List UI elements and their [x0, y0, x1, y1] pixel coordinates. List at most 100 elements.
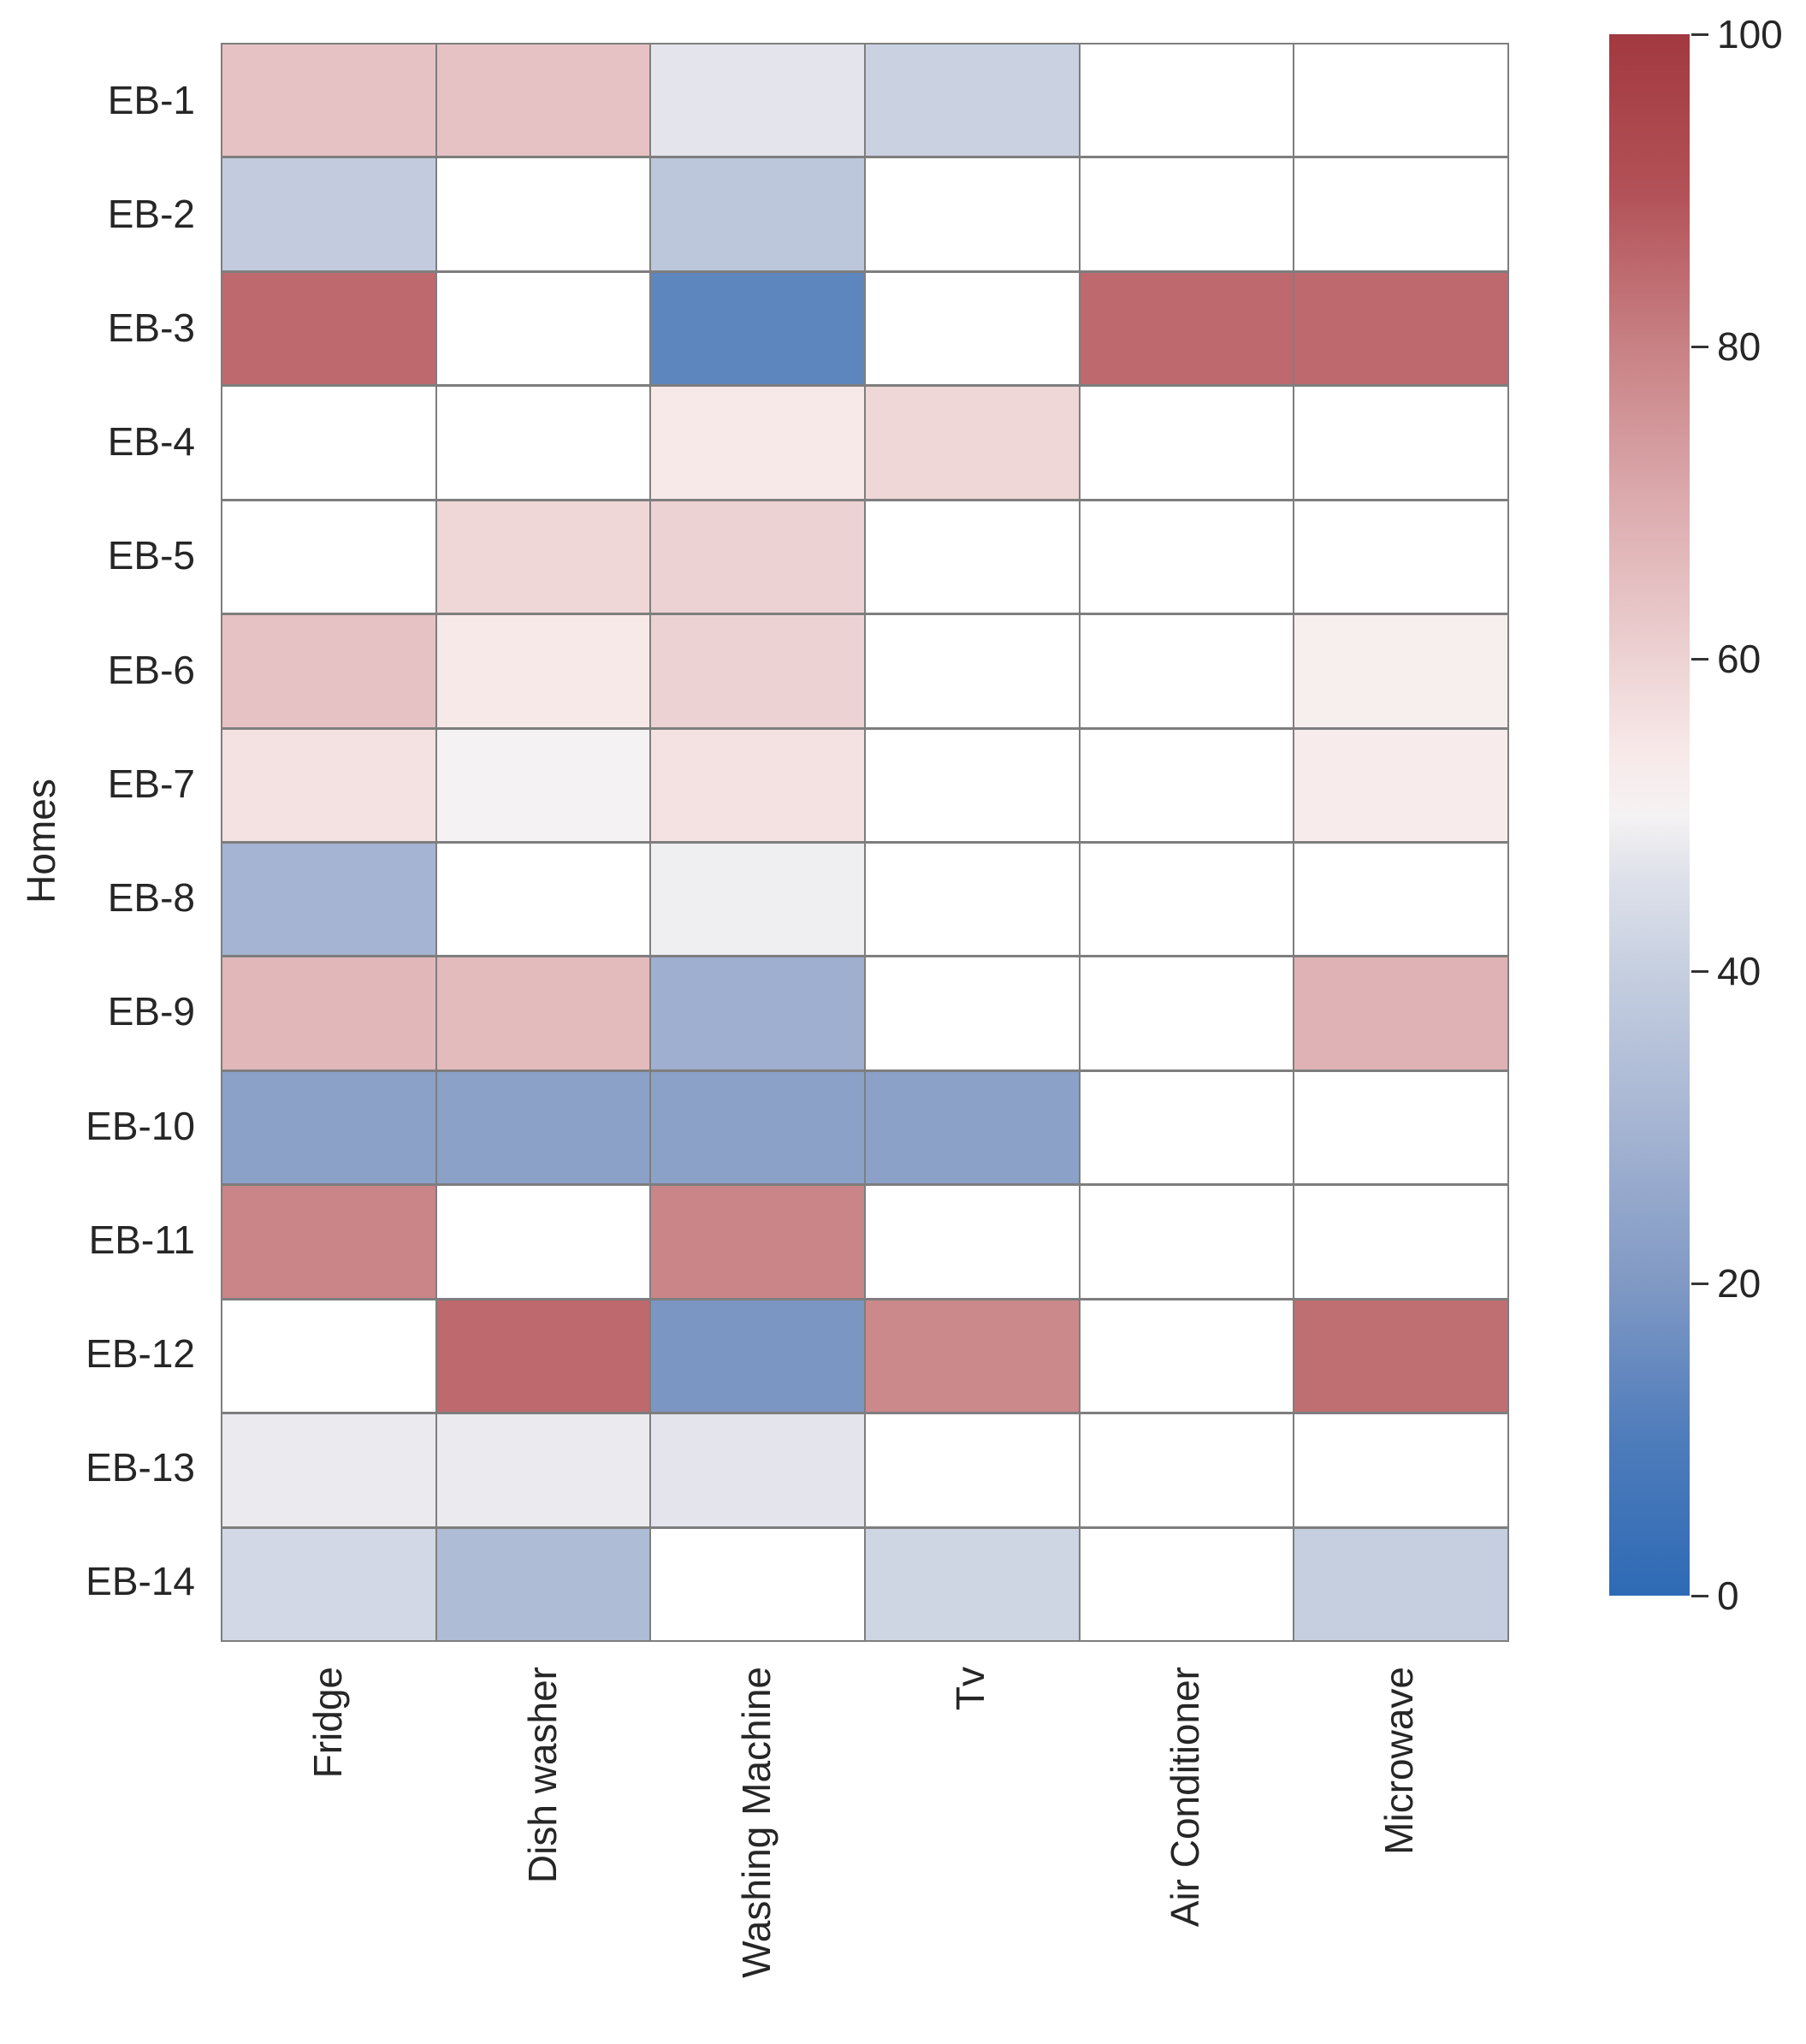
colorbar-tick-label: 0 [1717, 1573, 1739, 1618]
heatmap-cell [651, 1528, 864, 1640]
y-tick-label: EB-3 [107, 305, 195, 351]
heatmap-cell [436, 1300, 650, 1413]
heatmap-cell [222, 615, 435, 727]
heatmap-cell [651, 1414, 864, 1526]
colorbar-tick-mark [1691, 1594, 1708, 1597]
heatmap-cell [1080, 272, 1294, 385]
y-tick-label: EB-10 [86, 1103, 195, 1148]
heatmap-cell [436, 844, 650, 956]
heatmap-cell [222, 844, 435, 956]
y-tick-label: EB-13 [86, 1445, 195, 1490]
heatmap-cell [222, 1300, 435, 1413]
heatmap-cell [1080, 957, 1294, 1069]
heatmap-cell [436, 501, 650, 613]
heatmap-cell [1080, 501, 1294, 613]
heatmap-cell [436, 729, 650, 841]
y-tick-label: EB-11 [88, 1217, 195, 1262]
colorbar-tick-mark [1691, 345, 1708, 348]
heatmap-cell [866, 1414, 1079, 1526]
x-tick-label: Washing Machine [733, 1667, 779, 1978]
heatmap-cell [222, 501, 435, 613]
heatmap-cell [222, 1528, 435, 1640]
heatmap-cell [1294, 615, 1507, 727]
heatmap-cell [866, 957, 1079, 1069]
heatmap-cell [222, 44, 435, 157]
y-tick-label: EB-2 [107, 191, 195, 236]
heatmap-cell [1080, 1186, 1294, 1298]
heatmap-cell [866, 729, 1079, 841]
heatmap-cell [1294, 158, 1507, 270]
heatmap-cell [866, 272, 1079, 385]
heatmap-cell [1080, 844, 1294, 956]
colorbar-tick-label: 60 [1717, 637, 1762, 681]
heatmap-cell [1294, 1300, 1507, 1413]
heatmap-cell [1080, 1071, 1294, 1184]
heatmap-cell [1294, 501, 1507, 613]
heatmap-grid [221, 43, 1509, 1642]
colorbar-tick-label: 100 [1717, 12, 1783, 56]
heatmap-cell [651, 729, 864, 841]
heatmap-cell [222, 387, 435, 499]
colorbar-tick-label: 40 [1717, 949, 1762, 993]
heatmap-cell [1294, 844, 1507, 956]
heatmap-cell [651, 272, 864, 385]
heatmap-cell [1080, 1528, 1294, 1640]
heatmap-cell [866, 1528, 1079, 1640]
heatmap-cell [1294, 1528, 1507, 1640]
y-tick-label: EB-5 [107, 533, 195, 578]
heatmap-cell [651, 387, 864, 499]
colorbar-tick-mark [1691, 1282, 1708, 1285]
heatmap-cell [436, 1186, 650, 1298]
heatmap-cell [1080, 158, 1294, 270]
heatmap-cell [222, 1414, 435, 1526]
heatmap-cell [1080, 44, 1294, 157]
heatmap-cell [866, 158, 1079, 270]
heatmap-cell [866, 44, 1079, 157]
heatmap-cell [222, 1071, 435, 1184]
heatmap-cell [1294, 1414, 1507, 1526]
y-tick-label: EB-8 [107, 875, 195, 921]
colorbar-tick-mark [1691, 969, 1708, 973]
heatmap-cell [651, 501, 864, 613]
heatmap-cell [222, 729, 435, 841]
heatmap-cell [436, 44, 650, 157]
y-tick-label: EB-14 [86, 1559, 195, 1604]
heatmap-cell [651, 615, 864, 727]
heatmap-cell [1080, 387, 1294, 499]
heatmap-cell [651, 957, 864, 1069]
colorbar-tick-label: 80 [1717, 324, 1762, 369]
heatmap-cell [1294, 957, 1507, 1069]
x-tick-label: Dish washer [519, 1667, 565, 1884]
heatmap-cell [866, 844, 1079, 956]
heatmap-cell [1080, 729, 1294, 841]
x-tick-label: Fridge [305, 1667, 351, 1779]
heatmap-cell [436, 158, 650, 270]
x-tick-label: Tv [948, 1667, 993, 1711]
heatmap-cell [866, 1300, 1079, 1413]
heatmap-cell [1080, 1414, 1294, 1526]
heatmap-cell [436, 1071, 650, 1184]
heatmap-cell [651, 158, 864, 270]
heatmap-cell [866, 387, 1079, 499]
heatmap-cell [436, 387, 650, 499]
heatmap-cell [436, 1414, 650, 1526]
heatmap-cell [436, 1528, 650, 1640]
heatmap-cell [436, 272, 650, 385]
heatmap-cell [651, 44, 864, 157]
heatmap-cell [222, 1186, 435, 1298]
colorbar-tick-mark [1691, 33, 1708, 36]
heatmap-cell [1080, 615, 1294, 727]
y-tick-label: EB-7 [107, 761, 195, 806]
y-tick-label: EB-4 [107, 419, 195, 465]
colorbar-tick-label: 20 [1717, 1261, 1762, 1306]
heatmap-cell [866, 501, 1079, 613]
heatmap-cell [1294, 387, 1507, 499]
heatmap-cell [222, 272, 435, 385]
heatmap-cell [1294, 44, 1507, 157]
heatmap-cell [222, 957, 435, 1069]
y-tick-label: EB-6 [107, 647, 195, 692]
heatmap-cell [651, 1300, 864, 1413]
y-tick-label: EB-9 [107, 989, 195, 1034]
x-tick-label: Microwave [1376, 1667, 1421, 1855]
